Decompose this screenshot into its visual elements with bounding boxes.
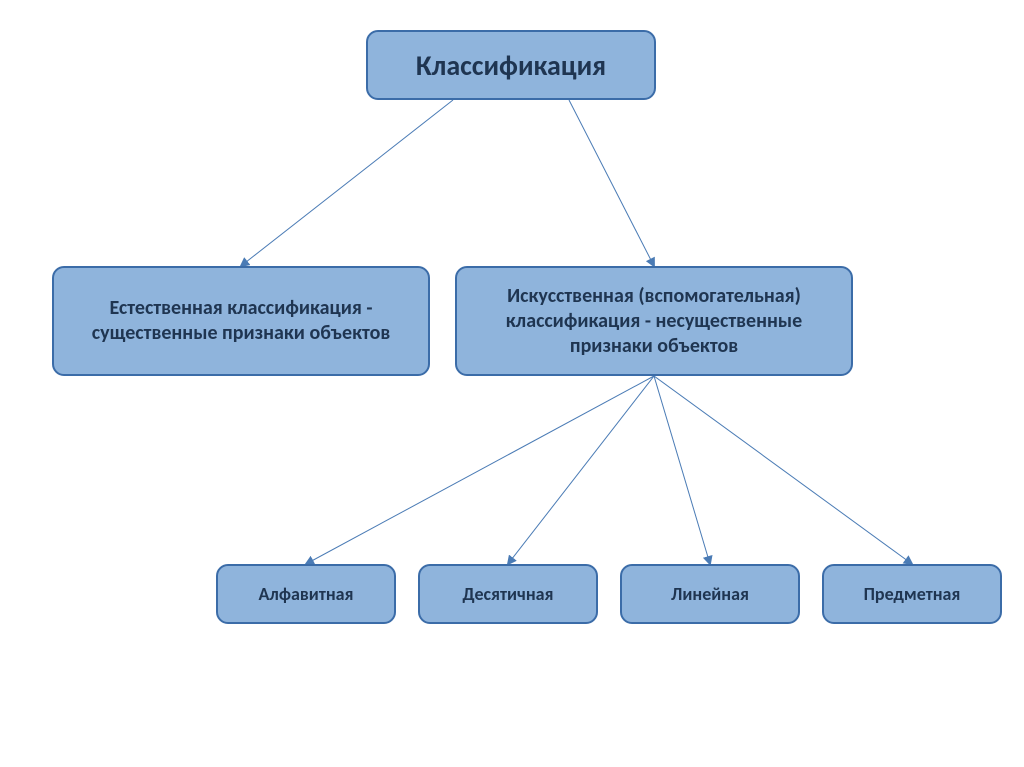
edge-root-natural xyxy=(241,100,453,266)
edge-artificial-linear xyxy=(654,376,710,564)
node-subject: Предметная xyxy=(822,564,1002,624)
node-artificial-label: Искусственная (вспомогательная) классифи… xyxy=(471,284,837,359)
node-linear-label: Линейная xyxy=(671,583,749,606)
node-artificial: Искусственная (вспомогательная) классифи… xyxy=(455,266,853,376)
edge-artificial-subject xyxy=(654,376,912,564)
node-natural-label: Естественная классификация - существенны… xyxy=(68,296,414,346)
node-linear: Линейная xyxy=(620,564,800,624)
edge-artificial-decimal xyxy=(508,376,654,564)
node-decimal-label: Десятичная xyxy=(462,583,553,606)
node-alpha: Алфавитная xyxy=(216,564,396,624)
node-alpha-label: Алфавитная xyxy=(258,583,353,606)
node-decimal: Десятичная xyxy=(418,564,598,624)
edges-layer xyxy=(0,0,1024,767)
node-root-label: Классификация xyxy=(416,48,606,83)
node-root: Классификация xyxy=(366,30,656,100)
edge-artificial-alpha xyxy=(306,376,654,564)
node-subject-label: Предметная xyxy=(864,583,961,606)
edge-root-artificial xyxy=(569,100,654,266)
node-natural: Естественная классификация - существенны… xyxy=(52,266,430,376)
